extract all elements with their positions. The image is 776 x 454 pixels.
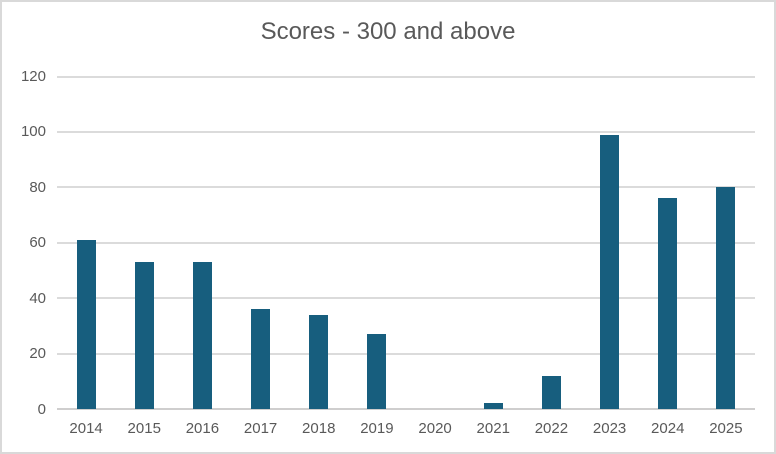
x-axis-label: 2014 xyxy=(69,420,103,437)
bar-2025 xyxy=(716,187,736,409)
bar-2014 xyxy=(76,239,96,409)
x-axis-label: 2015 xyxy=(127,420,161,437)
chart-title: Scores - 300 and above xyxy=(260,18,516,45)
bar-2017 xyxy=(251,309,271,409)
bar-2015 xyxy=(134,262,154,409)
y-axis-label: 120 xyxy=(20,68,46,85)
gridline xyxy=(57,75,755,78)
gridline xyxy=(57,297,755,300)
bar-2024 xyxy=(658,198,678,409)
bar-2022 xyxy=(541,375,561,409)
x-axis-label: 2023 xyxy=(592,420,627,437)
x-axis-label: 2021 xyxy=(476,420,510,437)
bar-2023 xyxy=(600,134,620,409)
gridline xyxy=(57,352,755,355)
gridline xyxy=(57,241,755,244)
y-axis-label: 0 xyxy=(37,400,46,418)
x-axis-label: 2019 xyxy=(360,420,394,437)
x-axis-label: 2022 xyxy=(534,420,569,437)
gridline xyxy=(57,186,755,189)
x-axis-line xyxy=(57,408,755,410)
x-axis-label: 2020 xyxy=(418,420,452,437)
y-axis-label: 80 xyxy=(29,178,46,196)
bar-2021 xyxy=(483,403,503,409)
x-axis-label: 2025 xyxy=(709,420,743,437)
gridline xyxy=(57,130,755,133)
x-axis-label: 2024 xyxy=(651,420,685,437)
y-axis-label: 40 xyxy=(29,289,46,307)
x-axis-label: 2017 xyxy=(243,420,278,437)
bar-2019 xyxy=(367,334,387,409)
bar-2018 xyxy=(309,314,329,409)
y-axis-label: 60 xyxy=(29,234,46,252)
y-axis-label: 100 xyxy=(20,123,46,141)
y-axis-label: 20 xyxy=(29,345,46,363)
x-axis-label: 2016 xyxy=(185,420,220,437)
x-axis-label: 2018 xyxy=(302,420,336,437)
bar-2016 xyxy=(192,262,212,409)
